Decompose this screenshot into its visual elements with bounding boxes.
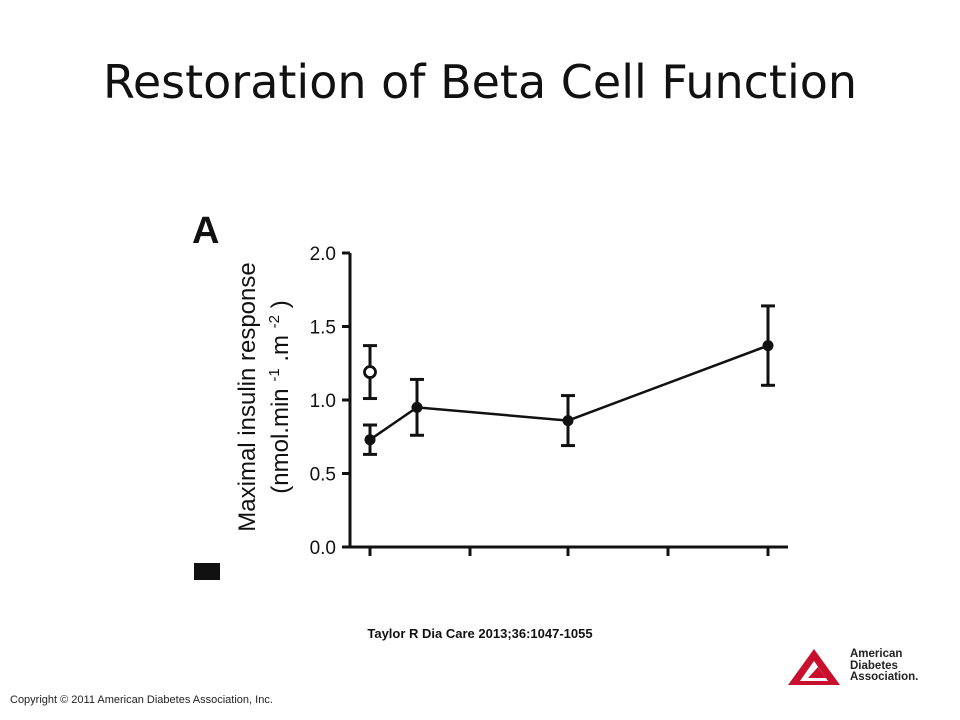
data-point: [562, 415, 574, 427]
y-axis-label: Maximal insulin response (nmol.min -1 .m…: [234, 262, 294, 531]
logo-line: Diabetes: [850, 659, 898, 672]
y-unit-exponent: -1: [266, 368, 283, 381]
ada-logo: American Diabetes Association.: [788, 645, 958, 687]
series-line: [369, 344, 769, 441]
panel-label: A: [192, 210, 219, 252]
y-tick-label: 2.0: [310, 244, 336, 265]
slide-title: Restoration of Beta Cell Function: [102, 55, 858, 109]
data-point-open: [363, 365, 377, 379]
y-tick-label: 0.0: [310, 538, 336, 559]
panel-b-edge: [194, 563, 220, 580]
y-unit-exponent: -2: [266, 315, 283, 328]
axes: 0.0 0.5 1.0 1.5 2.0: [310, 244, 788, 559]
y-tick-label: 0.5: [310, 465, 336, 486]
y-unit-part: ): [267, 300, 294, 308]
y-unit-part: (nmol.min: [267, 388, 294, 493]
logo-line: American: [850, 648, 903, 660]
data-point: [411, 401, 423, 413]
copyright-notice: Copyright © 2011 American Diabetes Assoc…: [10, 694, 273, 706]
y-unit-part: .m: [267, 335, 294, 362]
data-point: [762, 340, 774, 352]
ada-logo-text: American Diabetes Association.: [850, 648, 919, 684]
citation: Taylor R Dia Care 2013;36:1047-1055: [367, 626, 593, 641]
y-axis-label-line2: (nmol.min -1 .m -2 ): [258, 300, 294, 493]
chart-marks: [363, 304, 775, 456]
insulin-response-chart: A Maximal insulin response (nmol.min -1 …: [192, 210, 788, 580]
ada-triangle-icon: [788, 649, 840, 685]
logo-line: Association.: [850, 671, 919, 683]
data-point: [364, 434, 376, 446]
y-tick-label: 1.0: [310, 391, 336, 412]
y-tick-label: 1.5: [310, 318, 336, 339]
y-axis-label-line1: Maximal insulin response: [234, 262, 261, 531]
